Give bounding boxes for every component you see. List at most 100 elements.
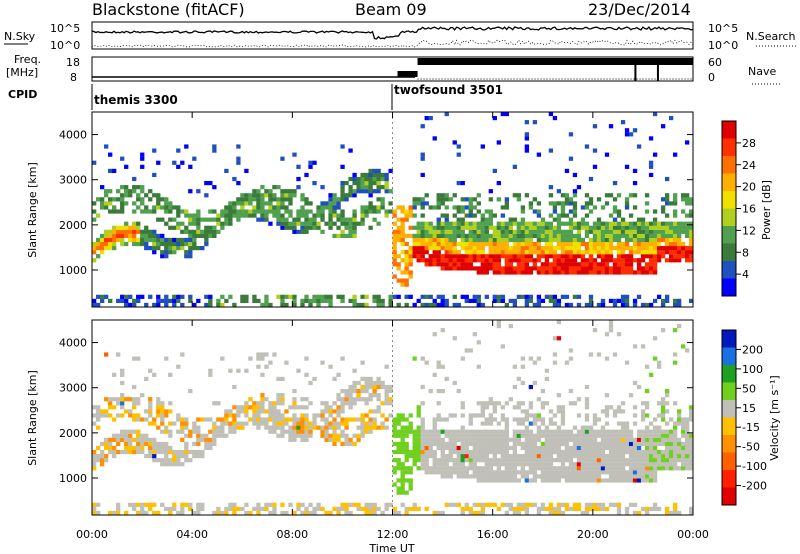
colorbar-swatch: [722, 278, 736, 297]
heatmap-cell: [492, 245, 497, 251]
heatmap-cell: [176, 241, 181, 247]
heatmap-cell: [432, 205, 437, 210]
heatmap-cell: [568, 221, 574, 226]
heatmap-cell: [388, 298, 393, 304]
heatmap-cell: [440, 225, 445, 230]
heatmap-cell: [180, 437, 185, 442]
heatmap-cell: [512, 478, 518, 483]
heatmap-cell: [596, 474, 602, 479]
heatmap-cell: [276, 425, 281, 430]
heatmap-cell: [352, 233, 357, 239]
heatmap-cell: [168, 241, 173, 247]
heatmap-cell: [672, 437, 678, 442]
heatmap-cell: [312, 294, 317, 299]
heatmap-cell: [460, 217, 465, 222]
heatmap-cell: [524, 437, 530, 442]
heatmap-cell: [672, 298, 678, 304]
heatmap-cell: [336, 201, 341, 206]
heatmap-cell: [568, 132, 574, 137]
heatmap-cell: [416, 245, 421, 251]
heatmap-cell: [636, 245, 642, 251]
heatmap-cell: [504, 429, 509, 434]
heatmap-cell: [476, 298, 481, 304]
heatmap-cell: [440, 474, 445, 479]
heatmap-cell: [300, 437, 305, 442]
heatmap-cell: [204, 241, 209, 247]
heatmap-cell: [604, 241, 610, 247]
heatmap-cell: [452, 245, 457, 251]
heatmap-cell: [520, 233, 526, 239]
heatmap-cell: [556, 506, 562, 512]
heatmap-cell: [148, 445, 153, 451]
velocity-heatmap: [92, 319, 694, 516]
heatmap-cell: [532, 250, 538, 255]
heatmap-cell: [292, 152, 297, 157]
heatmap-cell: [500, 237, 505, 243]
heatmap-cell: [364, 502, 369, 507]
heatmap-cell: [376, 221, 381, 226]
heatmap-cell: [268, 193, 273, 198]
heatmap-cell: [432, 258, 437, 263]
heatmap-cell: [540, 250, 546, 255]
heatmap-cell: [368, 205, 373, 210]
heatmap-cell: [504, 458, 509, 463]
heatmap-cell: [400, 417, 405, 422]
heatmap-cell: [104, 189, 109, 194]
colorbar-swatch: [722, 400, 736, 418]
heatmap-cell: [468, 449, 473, 455]
heatmap-cell: [468, 348, 473, 353]
heatmap-cell: [476, 453, 481, 459]
heatmap-cell: [252, 298, 257, 304]
heatmap-cell: [564, 250, 570, 255]
heatmap-cell: [572, 254, 578, 259]
heatmap-cell: [576, 470, 582, 475]
heatmap-cell: [180, 352, 185, 357]
heatmap-cell: [300, 221, 305, 226]
heatmap-cell: [504, 266, 509, 271]
heatmap-cell: [376, 298, 381, 304]
heatmap-cell: [172, 241, 177, 247]
heatmap-cell: [140, 185, 145, 190]
heatmap-cell: [144, 417, 149, 422]
heatmap-cell: [280, 401, 285, 406]
heatmap-cell: [480, 449, 485, 455]
heatmap-cell: [428, 302, 433, 308]
heatmap-cell: [516, 453, 522, 459]
heatmap-cell: [460, 506, 465, 512]
heatmap-cell: [464, 266, 469, 271]
heatmap-cell: [148, 449, 153, 455]
heatmap-cell: [256, 364, 261, 369]
heatmap-cell: [516, 294, 522, 299]
heatmap-cell: [108, 209, 113, 214]
heatmap-cell: [160, 409, 165, 414]
heatmap-cell: [404, 294, 409, 299]
heatmap-cell: [516, 245, 522, 251]
heatmap-cell: [636, 250, 642, 255]
heatmap-cell: [216, 217, 221, 222]
heatmap-cell: [120, 201, 125, 206]
heatmap-cell: [316, 413, 321, 418]
heatmap-cell: [668, 466, 674, 471]
heatmap-cell: [328, 405, 333, 410]
heatmap-cell: [112, 445, 117, 451]
colorbar-swatch: [722, 330, 736, 348]
heatmap-cell: [348, 441, 353, 447]
heatmap-cell: [684, 245, 690, 251]
heatmap-cell: [316, 225, 321, 230]
heatmap-cell: [380, 510, 385, 516]
heatmap-cell: [636, 510, 642, 516]
heatmap-cell: [316, 221, 321, 226]
heatmap-cell: [340, 144, 345, 149]
heatmap-cell: [652, 229, 658, 234]
heatmap-cell: [188, 298, 193, 304]
heatmap-cell: [624, 429, 630, 434]
heatmap-cell: [100, 441, 105, 447]
heatmap-cell: [372, 409, 377, 414]
heatmap-cell: [276, 294, 281, 299]
heatmap-cell: [632, 437, 638, 442]
heatmap-cell: [520, 474, 526, 479]
heatmap-cell: [152, 372, 157, 377]
heatmap-cell: [152, 445, 157, 451]
heatmap-cell: [340, 189, 345, 194]
heatmap-cell: [268, 425, 273, 430]
